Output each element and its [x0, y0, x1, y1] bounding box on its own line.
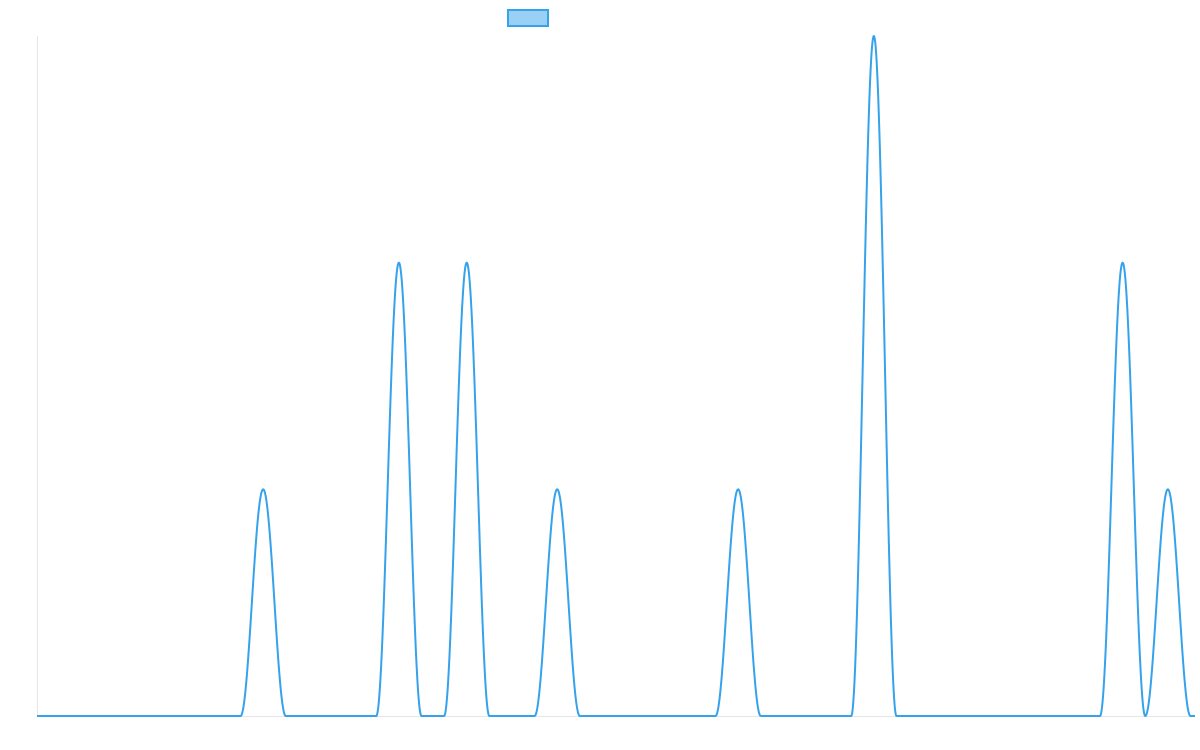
- legend[interactable]: [507, 9, 549, 27]
- axes: [37, 36, 1195, 717]
- series-line[interactable]: [36, 35, 1196, 717]
- legend-swatch[interactable]: [507, 9, 549, 27]
- series-layer: [36, 35, 1196, 717]
